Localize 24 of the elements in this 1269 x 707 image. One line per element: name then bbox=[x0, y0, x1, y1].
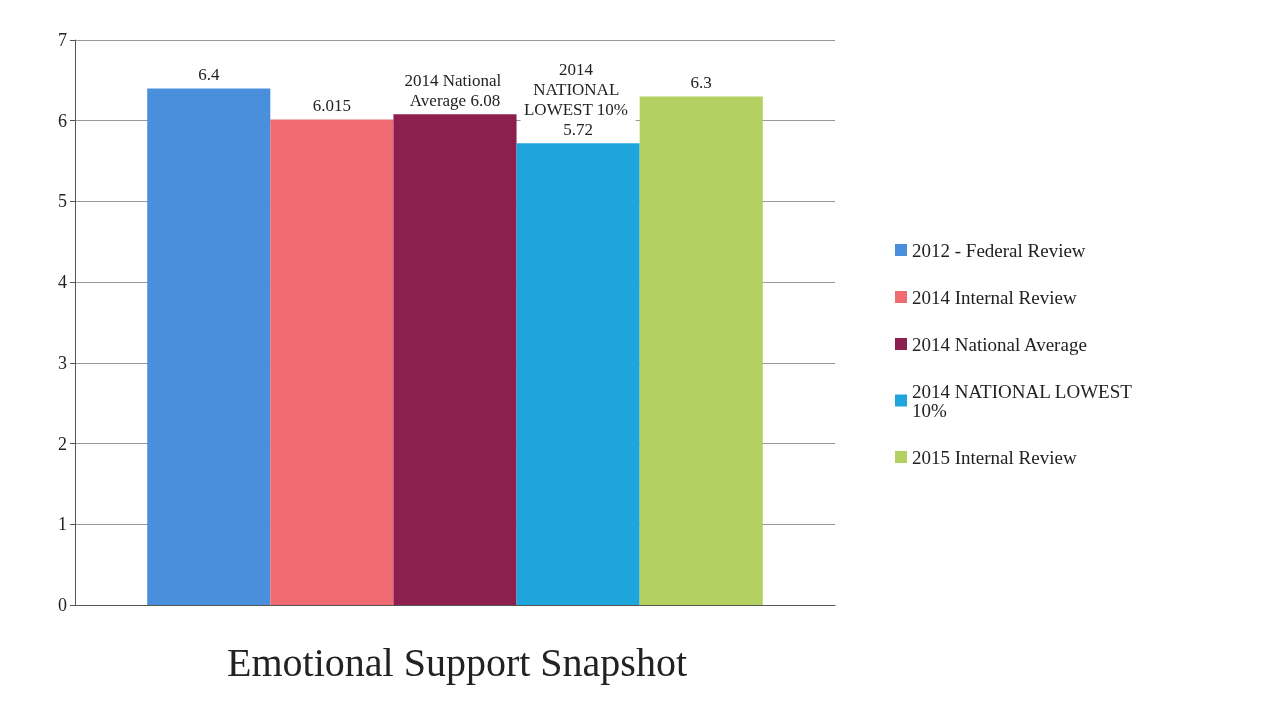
legend-label: 2014 National Average bbox=[912, 333, 1087, 355]
y-tick-label: 0 bbox=[58, 595, 67, 615]
data-label: 6.3 bbox=[690, 73, 712, 92]
text: Emotional Support Snapshot bbox=[227, 639, 687, 685]
bar bbox=[270, 119, 394, 605]
data-label: 6.015 bbox=[312, 96, 352, 115]
y-tick-label: 3 bbox=[58, 352, 67, 373]
data-label: 2014 NATIONAL LOWEST 10% 5.72 bbox=[523, 59, 633, 139]
data-label: 2014 National Average 6.08 bbox=[404, 70, 506, 110]
y-tick-label: 7 bbox=[58, 30, 67, 50]
y-tick-label: 6 bbox=[58, 110, 67, 131]
legend-label: 2014 Internal Review bbox=[912, 286, 1077, 308]
legend-label: 2012 - Federal Review bbox=[912, 239, 1086, 261]
legend-label: 2014 NATIONAL LOWEST 10% bbox=[912, 380, 1137, 421]
y-tick-label: 5 bbox=[58, 191, 67, 212]
bar bbox=[516, 143, 640, 605]
y-tick-label: 1 bbox=[58, 514, 67, 535]
bar bbox=[147, 88, 271, 605]
legend-label: 2015 Internal Review bbox=[912, 446, 1077, 468]
y-tick-label: 4 bbox=[58, 272, 67, 293]
bar bbox=[393, 114, 517, 605]
bar bbox=[639, 96, 763, 605]
data-label: 6.4 bbox=[198, 64, 220, 84]
y-tick-label: 2 bbox=[58, 433, 67, 454]
